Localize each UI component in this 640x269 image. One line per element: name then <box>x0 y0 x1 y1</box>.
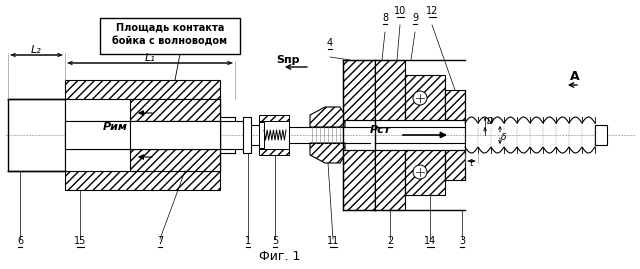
Bar <box>65 99 220 171</box>
Bar <box>259 115 289 155</box>
Bar <box>243 117 251 153</box>
Text: Pим: Pим <box>102 122 127 132</box>
Bar <box>405 75 445 120</box>
Bar <box>65 121 220 149</box>
Bar <box>65 80 220 190</box>
Bar <box>130 121 220 149</box>
Bar <box>130 99 220 171</box>
Text: 10: 10 <box>394 6 406 16</box>
Text: Фиг. 1: Фиг. 1 <box>259 250 301 264</box>
Text: 1: 1 <box>245 236 251 246</box>
Text: L₁: L₁ <box>145 53 156 63</box>
Bar <box>375 150 405 210</box>
Text: Sпр: Sпр <box>276 55 300 65</box>
Text: 14: 14 <box>424 236 436 246</box>
Text: L₂: L₂ <box>31 45 42 55</box>
Bar <box>375 60 405 120</box>
Text: 9: 9 <box>412 13 418 23</box>
Text: 6: 6 <box>17 236 23 246</box>
Text: Площадь контакта: Площадь контакта <box>116 23 224 33</box>
Bar <box>259 121 289 149</box>
Text: A: A <box>570 70 580 83</box>
Text: 3: 3 <box>459 236 465 246</box>
Text: 15: 15 <box>74 236 86 246</box>
Text: δ: δ <box>501 133 507 143</box>
Text: бойка с волноводом: бойка с волноводом <box>113 36 228 46</box>
Circle shape <box>413 165 427 179</box>
Polygon shape <box>310 107 345 127</box>
Bar <box>595 125 607 145</box>
Text: 8: 8 <box>382 13 388 23</box>
Bar <box>445 90 465 120</box>
Bar <box>259 122 264 148</box>
Text: 11: 11 <box>327 236 339 246</box>
Text: Pст: Pст <box>369 125 390 135</box>
Text: t: t <box>470 160 473 168</box>
Bar <box>100 18 240 54</box>
Bar <box>343 60 375 120</box>
Text: 4: 4 <box>327 38 333 48</box>
Polygon shape <box>310 143 345 163</box>
Circle shape <box>413 91 427 105</box>
Bar <box>445 150 465 180</box>
Text: 7: 7 <box>157 236 163 246</box>
Bar <box>343 150 375 210</box>
Bar <box>405 150 445 195</box>
Text: 2: 2 <box>387 236 393 246</box>
Text: 5: 5 <box>272 236 278 246</box>
Text: D: D <box>486 116 493 126</box>
Text: 12: 12 <box>426 6 438 16</box>
